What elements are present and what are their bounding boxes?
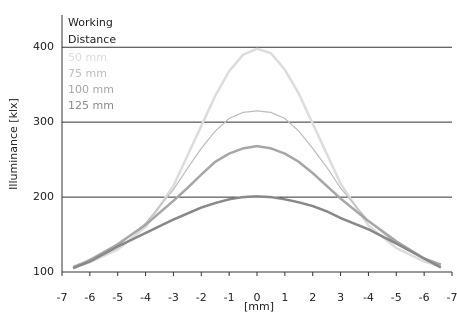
x-tick-label: -3 bbox=[168, 291, 179, 304]
x-tick-label: -6 bbox=[84, 291, 95, 304]
series-line bbox=[72, 144, 442, 269]
y-tick-label: 300 bbox=[33, 115, 54, 128]
x-tick-label: 1 bbox=[281, 291, 288, 304]
legend-background bbox=[64, 16, 128, 44]
x-axis-title: [mm] bbox=[244, 300, 274, 313]
x-tick-label: -4 bbox=[140, 291, 151, 304]
series-line bbox=[72, 195, 442, 270]
x-tick-label: 3 bbox=[337, 291, 344, 304]
x-tick-label: -7 bbox=[447, 291, 457, 304]
y-tick-label: 100 bbox=[33, 265, 54, 278]
legend-title: Distance bbox=[68, 33, 116, 46]
x-tick-label: -2 bbox=[196, 291, 207, 304]
x-tick-label: 2 bbox=[309, 291, 316, 304]
legend-entry: 125 mm bbox=[68, 99, 114, 112]
x-tick-label: 0 bbox=[254, 291, 261, 304]
legend-entry: 75 mm bbox=[68, 67, 107, 80]
x-tick-label: -1 bbox=[224, 291, 235, 304]
series-line bbox=[72, 110, 442, 267]
y-axis-title: Illuminance [klx] bbox=[7, 98, 20, 190]
x-tick-label: -5 bbox=[391, 291, 402, 304]
x-tick-label: -7 bbox=[57, 291, 68, 304]
y-tick-label: 400 bbox=[33, 40, 54, 53]
series-line bbox=[72, 47, 442, 269]
x-tick-label: -4 bbox=[363, 291, 374, 304]
y-tick-label: 200 bbox=[33, 190, 54, 203]
legend-entry: 100 mm bbox=[68, 83, 114, 96]
legend-title: Working bbox=[68, 16, 113, 29]
x-tick-label: -6 bbox=[419, 291, 430, 304]
legend-entry: 50 mm bbox=[68, 51, 107, 64]
x-tick-label: -5 bbox=[112, 291, 123, 304]
